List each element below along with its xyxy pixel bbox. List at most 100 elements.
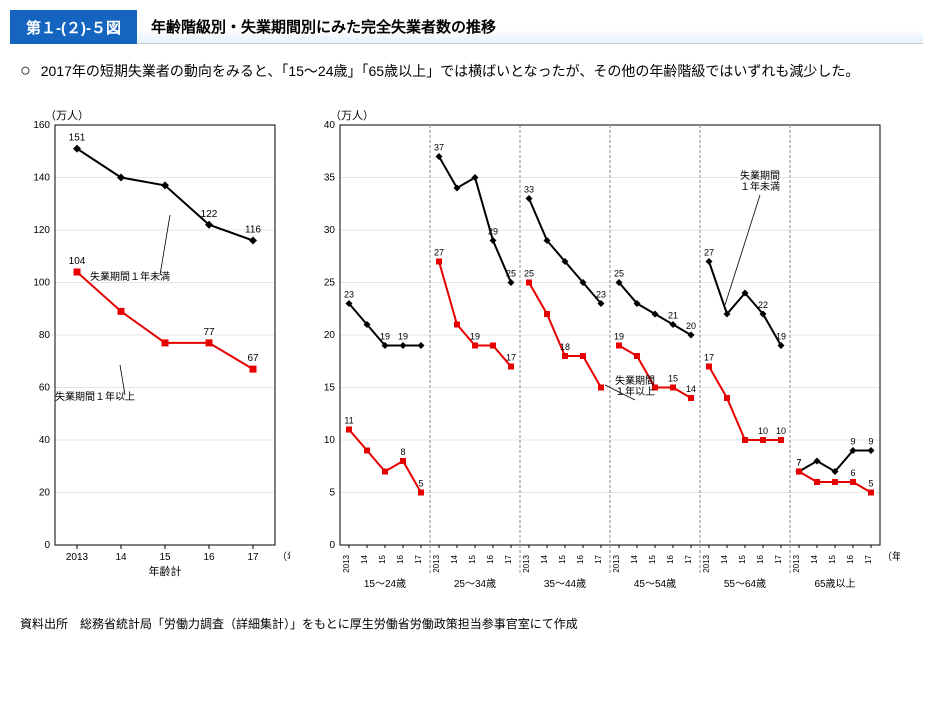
svg-text:10: 10: [758, 426, 768, 436]
svg-text:19: 19: [398, 331, 408, 341]
svg-text:33: 33: [524, 184, 534, 194]
svg-text:7: 7: [796, 457, 801, 467]
svg-text:（年）: （年）: [882, 550, 900, 563]
svg-text:5: 5: [329, 487, 335, 498]
svg-text:（万人）: （万人）: [45, 109, 89, 122]
svg-text:16: 16: [576, 554, 585, 563]
svg-text:9: 9: [850, 436, 855, 446]
svg-text:（万人）: （万人）: [330, 109, 374, 122]
svg-text:2013: 2013: [522, 554, 531, 572]
svg-text:10: 10: [324, 435, 336, 446]
svg-text:45～54歳: 45～54歳: [634, 578, 676, 590]
svg-text:16: 16: [846, 554, 855, 563]
svg-text:15: 15: [468, 554, 477, 563]
svg-text:14: 14: [540, 554, 549, 563]
svg-text:29: 29: [488, 226, 498, 236]
svg-text:122: 122: [201, 209, 218, 220]
svg-text:20: 20: [686, 321, 696, 331]
svg-text:9: 9: [868, 436, 873, 446]
svg-text:25: 25: [614, 268, 624, 278]
svg-text:0: 0: [329, 540, 335, 551]
svg-text:65歳以上: 65歳以上: [814, 578, 855, 590]
svg-text:2013: 2013: [702, 554, 711, 572]
svg-text:19: 19: [614, 331, 624, 341]
summary-content: 2017年の短期失業者の動向をみると、「15～24歳」「65歳以上」では横ばいと…: [41, 63, 860, 79]
svg-text:67: 67: [247, 353, 259, 364]
svg-text:25～34歳: 25～34歳: [454, 578, 496, 590]
figure-number: 第１-(２)-５図: [10, 10, 137, 44]
svg-text:年齢計: 年齢計: [149, 564, 182, 578]
svg-text:6: 6: [850, 468, 855, 478]
svg-text:15～24歳: 15～24歳: [364, 578, 406, 590]
svg-text:0: 0: [44, 540, 50, 551]
svg-text:19: 19: [470, 331, 480, 341]
chart-left: （万人）020406080100120140160201314151617（年）…: [10, 105, 290, 595]
svg-text:25: 25: [506, 268, 516, 278]
svg-text:14: 14: [630, 554, 639, 563]
svg-text:30: 30: [324, 225, 336, 236]
svg-text:14: 14: [450, 554, 459, 563]
svg-text:104: 104: [69, 256, 86, 267]
svg-text:10: 10: [776, 426, 786, 436]
svg-text:14: 14: [686, 384, 696, 394]
svg-text:25: 25: [524, 268, 534, 278]
svg-text:27: 27: [704, 247, 714, 257]
svg-text:15: 15: [159, 552, 171, 563]
svg-text:16: 16: [756, 554, 765, 563]
bullet-mark: ○: [20, 60, 31, 80]
chart-right: （万人） 0 5 10 15 20 25 30 35 40 2013 14 15 16 17 15～24歳 23…: [300, 105, 900, 595]
svg-text:14: 14: [810, 554, 819, 563]
svg-text:15: 15: [558, 554, 567, 563]
svg-text:17: 17: [704, 352, 714, 362]
svg-text:40: 40: [39, 435, 51, 446]
svg-text:35～44歳: 35～44歳: [544, 578, 586, 590]
svg-text:120: 120: [33, 225, 50, 236]
svg-text:15: 15: [668, 373, 678, 383]
svg-text:27: 27: [434, 247, 444, 257]
svg-text:19: 19: [776, 331, 786, 341]
svg-text:116: 116: [245, 224, 261, 235]
svg-text:5: 5: [868, 478, 873, 488]
svg-text:40: 40: [324, 120, 336, 131]
svg-text:2013: 2013: [792, 554, 801, 572]
svg-text:14: 14: [720, 554, 729, 563]
figure-title: 年齢階級別・失業期間別にみた完全失業者数の推移: [137, 10, 923, 44]
svg-text:17: 17: [414, 554, 423, 563]
svg-text:17: 17: [506, 352, 516, 362]
svg-text:17: 17: [594, 554, 603, 563]
svg-text:17: 17: [504, 554, 513, 563]
svg-text:（年）: （年）: [277, 550, 290, 563]
svg-text:失業期間１年以上: 失業期間１年以上: [55, 390, 135, 403]
svg-text:5: 5: [418, 478, 423, 488]
svg-text:60: 60: [39, 382, 51, 393]
svg-text:35: 35: [324, 172, 336, 183]
svg-text:17: 17: [864, 554, 873, 563]
svg-text:8: 8: [400, 447, 405, 457]
svg-text:15: 15: [828, 554, 837, 563]
svg-text:17: 17: [247, 552, 259, 563]
svg-text:19: 19: [380, 331, 390, 341]
svg-text:15: 15: [738, 554, 747, 563]
svg-text:16: 16: [396, 554, 405, 563]
svg-text:失業期間: 失業期間: [615, 374, 655, 387]
svg-text:18: 18: [560, 342, 570, 352]
svg-text:77: 77: [203, 327, 215, 338]
svg-text:23: 23: [596, 289, 606, 299]
svg-text:100: 100: [33, 277, 50, 288]
svg-text:１年未満: １年未満: [740, 180, 780, 193]
svg-text:20: 20: [39, 487, 51, 498]
svg-text:151: 151: [69, 132, 86, 143]
svg-text:16: 16: [486, 554, 495, 563]
svg-text:15: 15: [648, 554, 657, 563]
svg-text:失業期間: 失業期間: [740, 169, 780, 182]
svg-text:15: 15: [324, 382, 336, 393]
source-note: 資料出所 総務省統計局「労働力調査（詳細集計）」をもとに厚生労働省労働政策担当参…: [20, 615, 923, 632]
svg-text:14: 14: [115, 552, 127, 563]
svg-text:160: 160: [33, 120, 50, 131]
svg-text:140: 140: [33, 172, 50, 183]
svg-text:25: 25: [324, 277, 336, 288]
svg-text:2013: 2013: [342, 554, 351, 572]
svg-text:2013: 2013: [66, 552, 89, 563]
svg-text:17: 17: [684, 554, 693, 563]
svg-text:16: 16: [666, 554, 675, 563]
